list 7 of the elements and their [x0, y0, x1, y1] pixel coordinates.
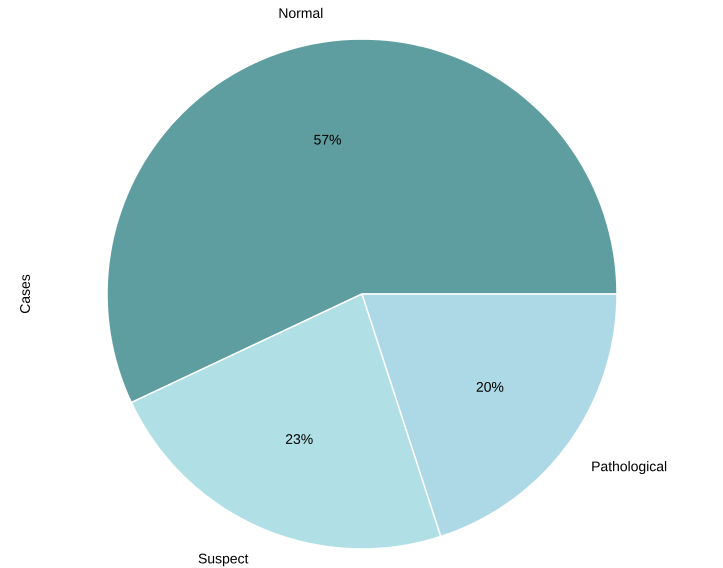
slice-label: Pathological	[592, 460, 666, 474]
data-label: 23%	[286, 434, 313, 444]
slice-label: Suspect	[198, 553, 248, 566]
slice-label: Normal	[279, 8, 322, 18]
text: Cases	[20, 274, 30, 313]
data-label: 57%	[314, 134, 341, 144]
data-label: 20%	[476, 382, 504, 392]
